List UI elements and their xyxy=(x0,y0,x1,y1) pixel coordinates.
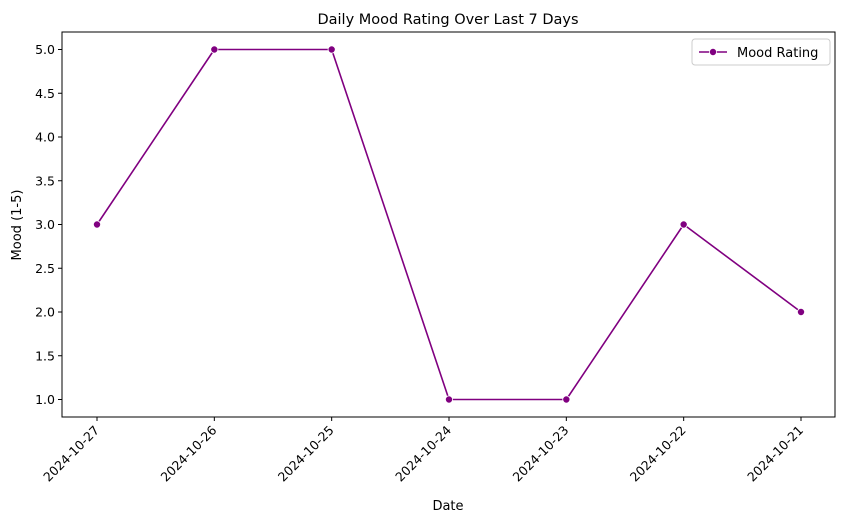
data-point xyxy=(562,395,571,404)
data-point xyxy=(679,220,688,229)
y-tick-label: 5.0 xyxy=(35,42,55,57)
x-tick-label: 2024-10-27 xyxy=(40,423,102,485)
x-tick-label: 2024-10-25 xyxy=(275,423,337,485)
y-tick-label: 1.0 xyxy=(35,392,55,407)
x-tick-label: 2024-10-22 xyxy=(627,423,689,485)
plot-area xyxy=(61,31,836,418)
data-point xyxy=(327,45,336,54)
data-point xyxy=(93,220,102,229)
y-axis: 1.0 1.5 2.0 2.5 3.0 3.5 4.0 4.5 5.0 xyxy=(35,42,62,407)
y-tick-label: 3.5 xyxy=(35,173,55,188)
y-tick-label: 1.5 xyxy=(35,348,55,363)
x-tick-label: 2024-10-23 xyxy=(509,423,571,485)
x-tick-label: 2024-10-24 xyxy=(392,422,454,484)
x-tick-label: 2024-10-21 xyxy=(744,423,806,485)
series-line xyxy=(96,48,802,401)
y-axis-label: Mood (1-5) xyxy=(10,190,25,261)
y-tick-label: 3.0 xyxy=(35,217,55,232)
y-tick-label: 4.0 xyxy=(35,130,55,145)
data-point xyxy=(444,395,453,404)
chart-title: Daily Mood Rating Over Last 7 Days xyxy=(317,12,578,28)
y-tick-label: 2.5 xyxy=(35,261,55,276)
x-axis: 2024-10-27 2024-10-26 2024-10-25 2024-10-24… xyxy=(40,417,806,484)
data-point xyxy=(210,45,219,54)
legend: Mood Rating xyxy=(691,38,831,66)
x-tick-label: 2024-10-26 xyxy=(157,422,219,484)
series-layer xyxy=(93,45,806,404)
x-axis-label: Date xyxy=(432,499,463,514)
legend-label: Mood Rating xyxy=(737,46,818,61)
legend-box xyxy=(691,38,831,66)
y-tick-label: 2.0 xyxy=(35,305,55,320)
y-tick-label: 4.5 xyxy=(35,86,55,101)
legend-marker-swatch xyxy=(709,48,718,57)
data-point xyxy=(797,307,806,316)
